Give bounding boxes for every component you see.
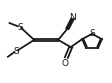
Text: S: S — [90, 29, 95, 38]
Text: S: S — [14, 47, 20, 56]
Text: S: S — [17, 23, 23, 32]
Text: N: N — [70, 13, 76, 22]
Text: O: O — [62, 59, 69, 68]
